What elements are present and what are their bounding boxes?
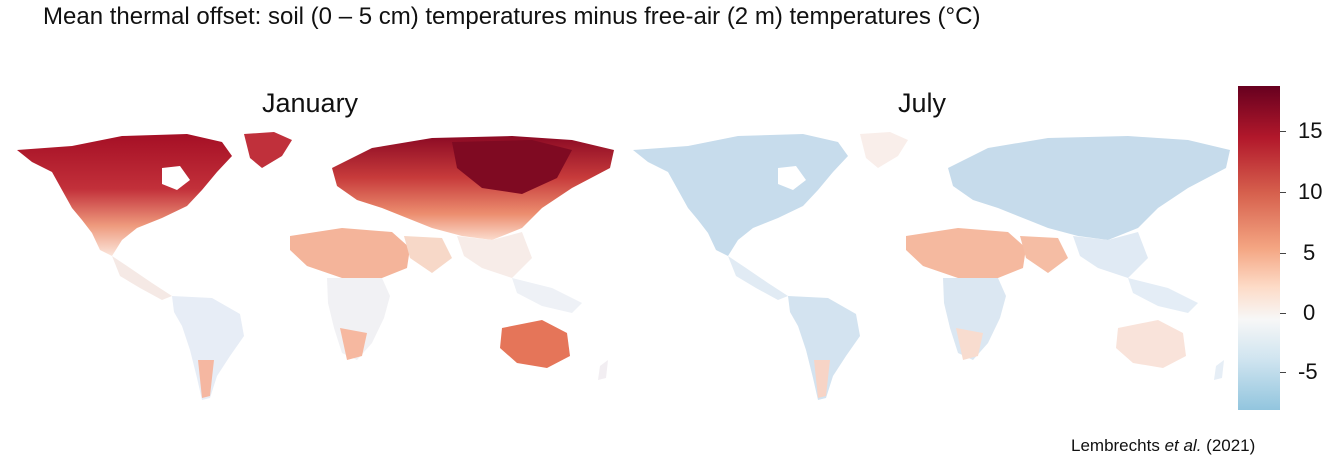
colorbar-tick-label: -5: [1298, 359, 1318, 384]
jan-africa-north: [290, 228, 410, 278]
colorbar-tick-label: 10: [1298, 179, 1323, 204]
jul-africa-tip: [956, 328, 983, 360]
colorbar-tickmark: [1280, 313, 1286, 314]
jul-south-america: [788, 296, 860, 400]
jan-siberia-core: [452, 140, 572, 194]
jul-southeast-asia: [1128, 278, 1198, 313]
jan-greenland: [244, 132, 292, 168]
jan-southeast-asia: [512, 278, 582, 313]
credit-year: (2021): [1206, 436, 1256, 455]
july-panel-title: July: [898, 88, 947, 118]
jul-africa-north: [906, 228, 1026, 278]
january-map: [17, 132, 614, 400]
jan-new-zealand: [598, 360, 608, 380]
colorbar-tickmark: [1280, 372, 1286, 373]
jan-arabia: [404, 236, 452, 273]
colorbar-tick-label: 0: [1303, 300, 1316, 325]
jul-eurasia: [948, 136, 1230, 240]
source-credit: Lembrechts et al. (2021): [1071, 436, 1255, 456]
jul-greenland: [860, 132, 908, 168]
jan-north-america: [17, 134, 232, 256]
figure-title: Mean thermal offset: soil (0 – 5 cm) tem…: [43, 3, 981, 30]
colorbar-tick-label: 5: [1303, 240, 1316, 265]
jul-hudson-bay: [778, 166, 806, 190]
july-map: [633, 132, 1230, 400]
jul-central-america: [728, 256, 788, 300]
colorbar: [1238, 86, 1280, 410]
colorbar-tick-label: 15: [1298, 118, 1323, 143]
credit-etal: et al.: [1164, 436, 1202, 455]
colorbar-tickmark: [1280, 192, 1286, 193]
credit-author: Lembrechts: [1071, 436, 1160, 455]
jul-new-zealand: [1214, 360, 1224, 380]
january-panel-title: January: [262, 88, 359, 118]
jan-south-america: [172, 296, 244, 400]
jul-south-america-south: [814, 360, 830, 398]
jul-north-america: [633, 134, 848, 256]
jan-hudson-bay: [162, 166, 190, 190]
colorbar-tickmark: [1280, 131, 1286, 132]
jul-arabia: [1020, 236, 1068, 273]
jan-africa-tip: [340, 328, 367, 360]
colorbar-tickmark: [1280, 253, 1286, 254]
jul-australia: [1116, 320, 1186, 368]
jan-central-america: [112, 256, 172, 300]
jan-south-asia: [457, 232, 532, 278]
jan-australia: [500, 320, 570, 368]
jul-south-asia: [1073, 232, 1148, 278]
jan-south-america-south: [198, 360, 214, 398]
